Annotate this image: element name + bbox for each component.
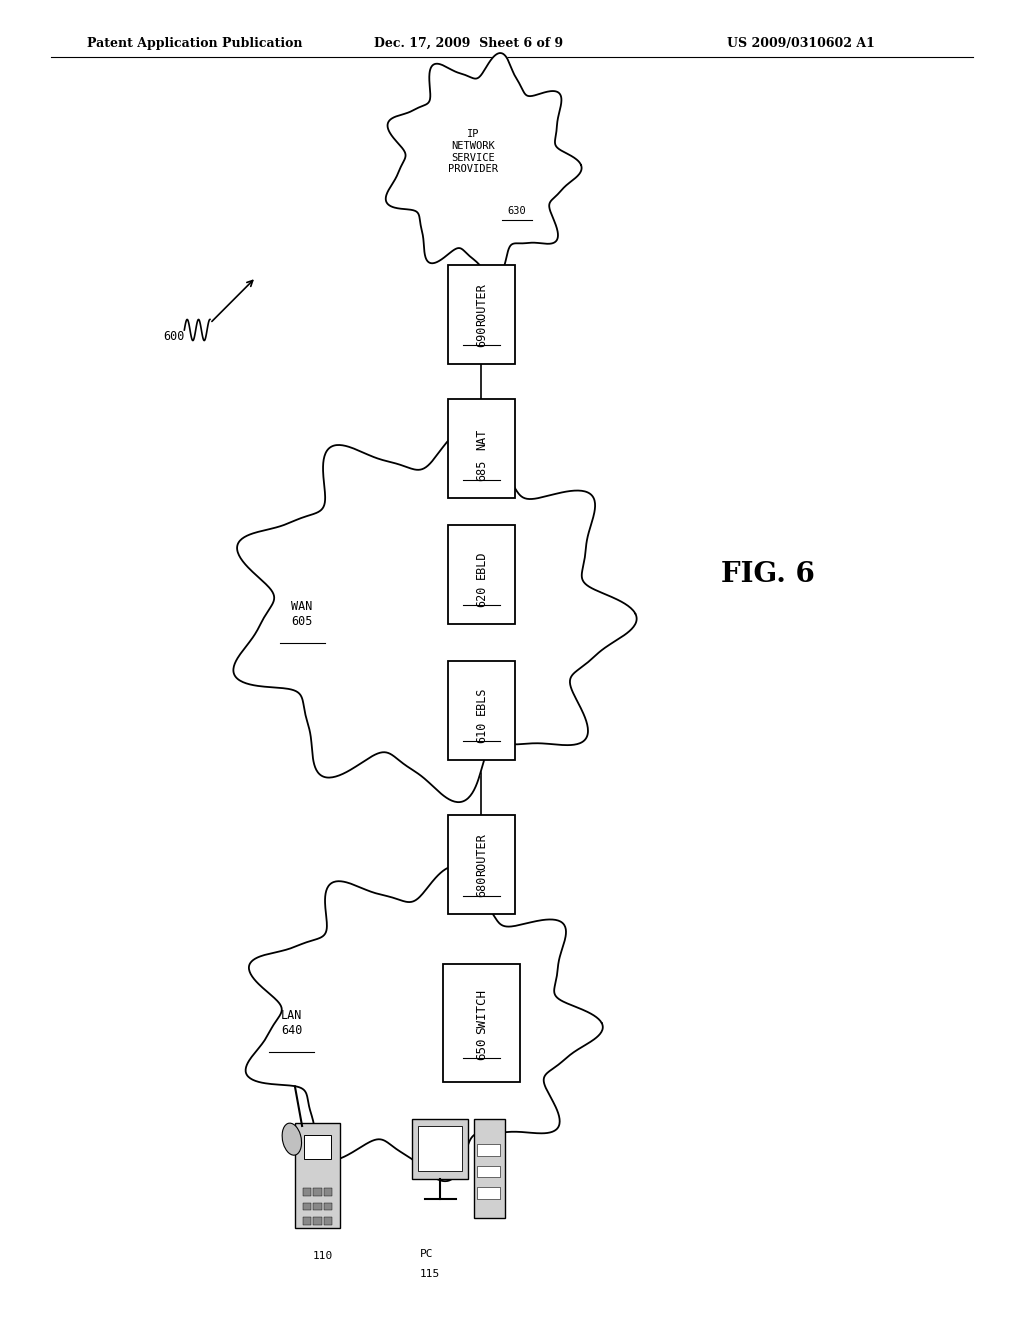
Text: 685: 685 <box>475 459 487 482</box>
Text: ROUTER: ROUTER <box>475 833 487 876</box>
FancyBboxPatch shape <box>477 1187 500 1199</box>
Text: EBLD: EBLD <box>475 550 487 578</box>
Polygon shape <box>233 428 637 803</box>
FancyBboxPatch shape <box>412 1119 468 1179</box>
FancyBboxPatch shape <box>449 399 514 498</box>
FancyBboxPatch shape <box>303 1203 311 1210</box>
FancyBboxPatch shape <box>442 964 519 1082</box>
FancyBboxPatch shape <box>313 1217 322 1225</box>
Text: 610: 610 <box>475 721 487 743</box>
Text: 680: 680 <box>475 875 487 898</box>
Text: FIG. 6: FIG. 6 <box>721 561 815 587</box>
Text: 690: 690 <box>475 325 487 347</box>
FancyBboxPatch shape <box>313 1203 322 1210</box>
Ellipse shape <box>283 1123 301 1155</box>
FancyBboxPatch shape <box>313 1188 322 1196</box>
Text: Patent Application Publication: Patent Application Publication <box>87 37 302 50</box>
Text: EBLS: EBLS <box>475 686 487 714</box>
Text: US 2009/0310602 A1: US 2009/0310602 A1 <box>727 37 874 50</box>
FancyBboxPatch shape <box>449 660 514 759</box>
FancyBboxPatch shape <box>324 1217 332 1225</box>
FancyBboxPatch shape <box>324 1203 332 1210</box>
Text: Dec. 17, 2009  Sheet 6 of 9: Dec. 17, 2009 Sheet 6 of 9 <box>374 37 563 50</box>
FancyBboxPatch shape <box>295 1123 340 1228</box>
Text: IP
NETWORK
SERVICE
PROVIDER: IP NETWORK SERVICE PROVIDER <box>449 129 498 174</box>
Text: WAN
605: WAN 605 <box>292 599 312 628</box>
Text: 620: 620 <box>475 585 487 607</box>
Text: 110: 110 <box>312 1251 333 1262</box>
FancyBboxPatch shape <box>449 814 514 913</box>
Text: ROUTER: ROUTER <box>475 282 487 326</box>
FancyBboxPatch shape <box>303 1217 311 1225</box>
FancyBboxPatch shape <box>304 1135 331 1159</box>
Text: NAT: NAT <box>475 428 487 450</box>
FancyBboxPatch shape <box>477 1144 500 1156</box>
Text: PC: PC <box>420 1249 433 1259</box>
FancyBboxPatch shape <box>303 1188 311 1196</box>
Text: SWITCH: SWITCH <box>475 989 487 1034</box>
Text: 630: 630 <box>508 206 526 216</box>
Text: 650: 650 <box>475 1038 487 1060</box>
FancyBboxPatch shape <box>474 1119 505 1218</box>
FancyBboxPatch shape <box>324 1188 332 1196</box>
Text: LAN
640: LAN 640 <box>282 1008 302 1038</box>
FancyBboxPatch shape <box>449 264 514 363</box>
FancyBboxPatch shape <box>477 1166 500 1177</box>
Polygon shape <box>386 53 582 279</box>
Text: 115: 115 <box>420 1269 440 1279</box>
FancyBboxPatch shape <box>449 525 514 624</box>
Text: 600: 600 <box>164 330 184 343</box>
FancyBboxPatch shape <box>418 1126 462 1171</box>
Polygon shape <box>246 866 603 1181</box>
